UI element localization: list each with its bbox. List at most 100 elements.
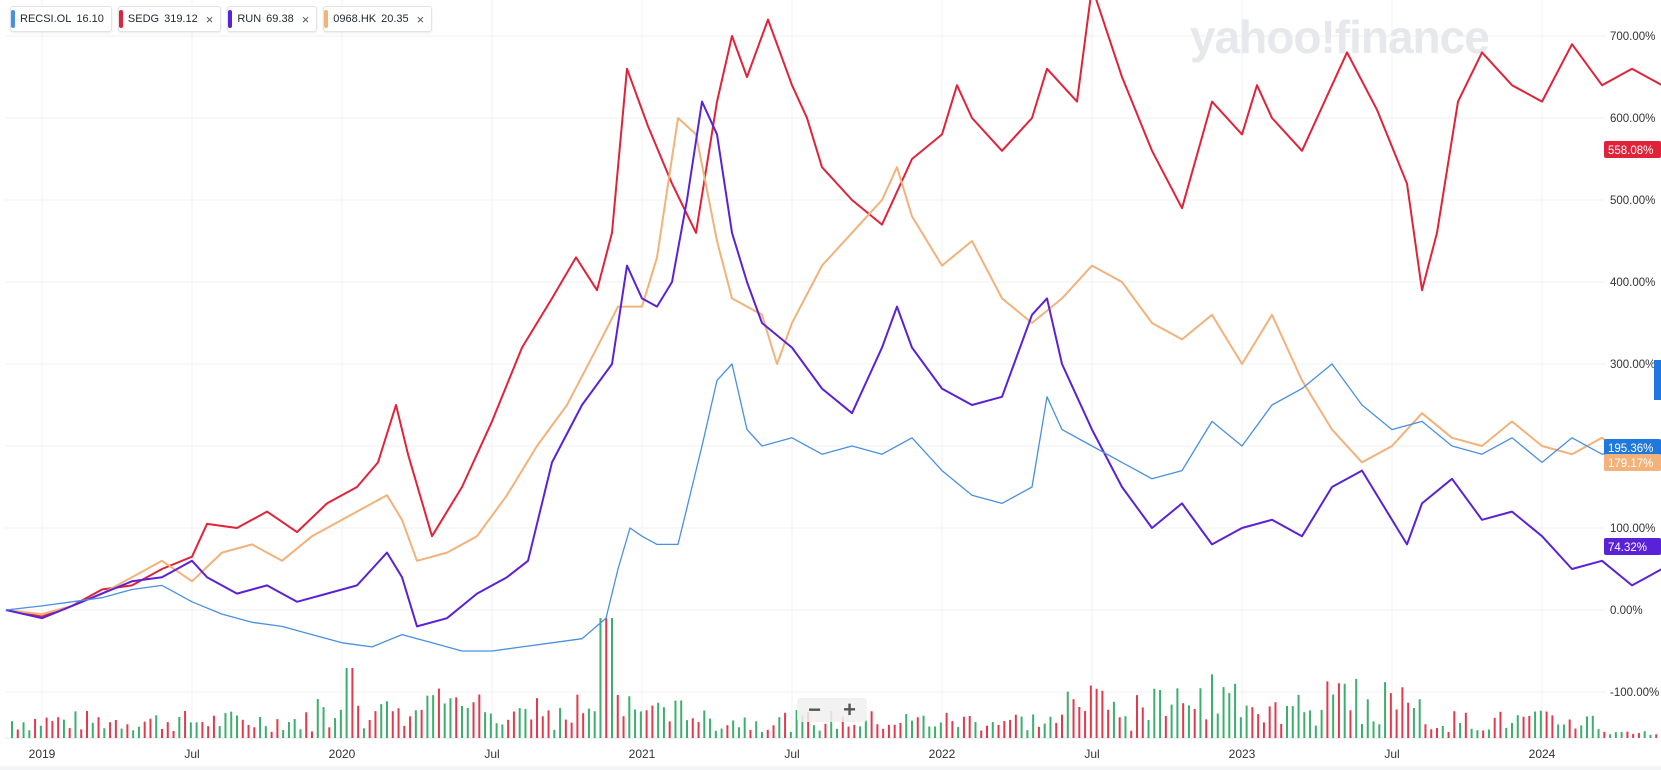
volume-bar xyxy=(749,729,752,738)
volume-bar xyxy=(276,719,279,738)
volume-bar xyxy=(172,730,175,738)
volume-bar xyxy=(778,717,781,738)
volume-bar xyxy=(351,668,354,738)
volume-bar xyxy=(714,730,717,738)
volume-bar xyxy=(709,718,712,738)
volume-bar xyxy=(495,723,498,738)
volume-bar xyxy=(836,728,838,738)
volume-bar xyxy=(1084,711,1087,738)
volume-bar xyxy=(674,700,677,738)
volume-bar xyxy=(1187,705,1190,738)
legend-chip-sedg[interactable]: SEDG 319.12 × xyxy=(117,6,222,32)
volume-bar xyxy=(951,721,954,738)
volume-bar xyxy=(570,722,573,738)
volume-bar xyxy=(1061,714,1063,738)
volume-bar xyxy=(501,724,504,738)
volume-bar xyxy=(922,715,925,738)
volume-bar xyxy=(1309,710,1312,738)
legend-chip-run[interactable]: RUN 69.38 × xyxy=(227,6,318,32)
volume-bar xyxy=(1037,726,1040,738)
volume-bar xyxy=(22,722,25,738)
volume-bar xyxy=(1009,719,1012,738)
x-tick-label: 2020 xyxy=(329,747,356,761)
volume-bar xyxy=(195,722,198,738)
volume-bar xyxy=(1268,706,1271,738)
legend-chip-recsi-ol[interactable]: RECSI.OL 16.10 xyxy=(10,6,112,32)
volume-bar xyxy=(645,710,648,738)
volume-bar xyxy=(1026,730,1029,738)
volume-bar xyxy=(864,720,867,738)
volume-bar xyxy=(795,710,798,738)
zoom-out-button[interactable]: − xyxy=(808,697,821,722)
volume-bar xyxy=(743,717,746,738)
volume-bar xyxy=(1516,715,1519,738)
right-edge-handle[interactable] xyxy=(1654,360,1661,400)
volume-bar xyxy=(818,730,821,738)
volume-bar xyxy=(1626,731,1629,738)
volume-bar xyxy=(426,695,429,738)
volume-bar xyxy=(1314,725,1317,738)
legend-chip-0968-hk[interactable]: 0968.HK 20.35 × xyxy=(323,6,433,32)
volume-bar xyxy=(143,721,146,738)
volume-bar xyxy=(1562,724,1565,738)
volume-bar xyxy=(732,720,735,738)
volume-bar xyxy=(91,722,94,738)
series-line-run xyxy=(5,100,1661,628)
volume-bar xyxy=(576,694,579,738)
volume-bar xyxy=(11,721,13,738)
bottom-scroll-bar[interactable] xyxy=(0,766,1661,770)
volume-bar xyxy=(1401,687,1404,738)
close-icon[interactable]: × xyxy=(301,11,310,27)
volume-bar xyxy=(1643,731,1646,738)
volume-bar xyxy=(859,726,862,738)
volume-bar xyxy=(1459,723,1462,738)
volume-bar xyxy=(1020,716,1023,738)
volume-bar xyxy=(1384,682,1387,738)
end-value-label: 74.32% xyxy=(1608,542,1647,554)
volume-bar xyxy=(1089,685,1092,738)
volume-bar xyxy=(461,706,463,738)
volume-bar xyxy=(512,711,515,738)
y-tick-label: 400.00% xyxy=(1610,277,1655,289)
volume-bar xyxy=(1332,694,1335,738)
x-tick-label: 2019 xyxy=(29,747,56,761)
volume-bar xyxy=(120,728,123,738)
close-icon[interactable]: × xyxy=(205,11,214,27)
volume-bar xyxy=(68,728,71,738)
volume-bar xyxy=(1326,681,1329,738)
volume-bar xyxy=(1395,709,1398,738)
volume-bar xyxy=(155,715,158,738)
volume-bar xyxy=(934,726,937,738)
volume-bar xyxy=(1597,729,1600,738)
volume-bar xyxy=(109,722,112,738)
volume-bar xyxy=(564,719,567,738)
x-axis: 2019 Jul 2020 Jul 2021 Jul 2022 Jul 2023 Jul 2024 xyxy=(29,747,1556,761)
volume-bar xyxy=(980,730,983,738)
volume-bar xyxy=(1499,711,1502,738)
volume-bar xyxy=(1066,691,1069,738)
volume-bar xyxy=(1055,722,1058,738)
volume-bar xyxy=(1464,712,1467,738)
y-tick-label: 100.00% xyxy=(1610,523,1655,535)
volume-bar xyxy=(1637,733,1640,738)
volume-bar xyxy=(1211,674,1213,738)
volume-bar xyxy=(472,702,475,738)
volume-bar xyxy=(1430,729,1433,738)
volume-bar xyxy=(1441,726,1444,738)
volume-bar xyxy=(247,724,250,738)
volume-bar xyxy=(1228,693,1231,738)
close-icon[interactable]: × xyxy=(416,11,425,27)
volume-bar xyxy=(530,719,533,738)
volume-bar xyxy=(1159,690,1162,738)
volume-bar xyxy=(968,715,971,738)
volume-bar xyxy=(437,688,440,738)
volume-bar xyxy=(97,717,100,738)
x-tick-label: 2023 xyxy=(1229,747,1256,761)
volume-bar xyxy=(1603,731,1606,738)
zoom-in-button[interactable]: + xyxy=(843,697,856,722)
volume-bar xyxy=(403,725,406,738)
volume-bar xyxy=(761,731,763,738)
volume-bar xyxy=(1222,687,1225,738)
volume-bar xyxy=(622,716,625,738)
